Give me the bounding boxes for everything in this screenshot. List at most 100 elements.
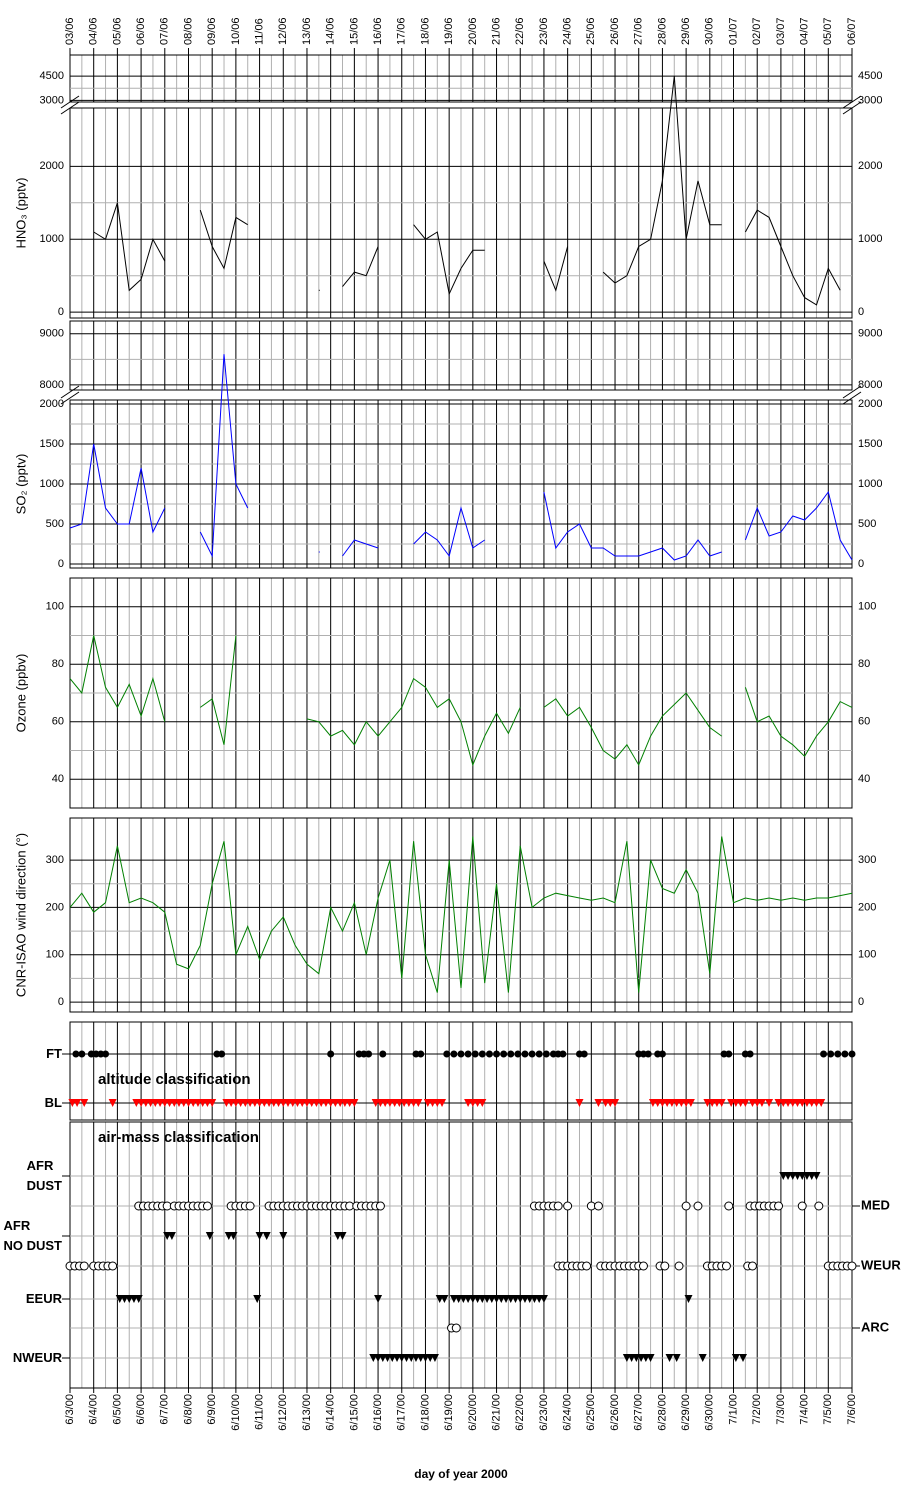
marker xyxy=(500,1050,508,1058)
marker xyxy=(542,1050,550,1058)
data-line xyxy=(306,677,521,767)
y-tick-label: 4500 xyxy=(40,70,64,82)
y-tick-label-right: 100 xyxy=(858,949,876,961)
axis-break xyxy=(842,101,862,115)
x-tick-label-top: 01/07 xyxy=(727,17,739,45)
marker xyxy=(681,1201,691,1211)
x-tick-label: 7/5/00 xyxy=(822,1394,834,1425)
x-tick-label-top: 09/06 xyxy=(206,17,218,45)
marker xyxy=(478,1050,486,1058)
marker xyxy=(721,1261,731,1271)
x-tick-label-top: 25/06 xyxy=(585,17,597,45)
x-tick-label: 6/17/00 xyxy=(396,1394,408,1431)
y-tick-label: 100 xyxy=(46,601,64,613)
row-label: AFR DUST xyxy=(26,1158,62,1193)
y-tick-label: 1500 xyxy=(40,438,64,450)
marker xyxy=(665,1354,674,1362)
marker xyxy=(660,1261,670,1271)
data-line xyxy=(543,692,722,767)
marker xyxy=(827,1050,835,1058)
axis-break xyxy=(842,385,862,399)
x-tick-label: 6/29/00 xyxy=(680,1394,692,1431)
marker xyxy=(580,1050,588,1058)
panel-title: altitude classification xyxy=(98,1071,251,1088)
marker xyxy=(202,1201,212,1211)
y-axis-label: Ozone (ppbv) xyxy=(13,654,28,733)
marker xyxy=(478,1099,487,1107)
y-tick-label: 3000 xyxy=(40,94,64,106)
x-tick-label: 6/13/00 xyxy=(301,1394,313,1431)
marker xyxy=(79,1261,89,1271)
x-tick-label: 6/28/00 xyxy=(656,1394,668,1431)
marker xyxy=(686,1099,695,1107)
y-tick-label: 500 xyxy=(46,518,64,530)
y-tick-label: 2000 xyxy=(40,398,64,410)
x-tick-label-top: 03/06 xyxy=(64,17,76,45)
marker xyxy=(812,1172,821,1180)
marker xyxy=(848,1050,856,1058)
marker xyxy=(102,1050,110,1058)
row-label: AFR NO DUST xyxy=(3,1218,63,1253)
y-tick-label-right: 80 xyxy=(858,658,870,670)
marker xyxy=(594,1099,603,1107)
x-tick-label: 6/27/00 xyxy=(633,1394,645,1431)
x-tick-label: 6/3/00 xyxy=(64,1394,76,1425)
axis-break xyxy=(60,391,80,405)
x-tick-label: 6/20/00 xyxy=(467,1394,479,1431)
x-tick-label: 6/18/00 xyxy=(419,1394,431,1431)
row-label: BL xyxy=(44,1095,62,1110)
x-tick-label: 6/6/00 xyxy=(135,1394,147,1425)
x-tick-label: 7/2/00 xyxy=(751,1394,763,1425)
marker xyxy=(539,1295,548,1303)
x-tick-label-top: 04/06 xyxy=(88,17,100,45)
y-tick-label-right: 8000 xyxy=(858,379,882,391)
x-tick-label: 6/11/00 xyxy=(253,1394,265,1430)
data-line xyxy=(199,209,248,270)
marker xyxy=(279,1232,288,1240)
marker xyxy=(78,1050,86,1058)
axis-break xyxy=(60,385,80,399)
y-tick-label-right: 0 xyxy=(858,558,864,570)
x-axis-label: day of year 2000 xyxy=(414,1467,508,1481)
row-label: FT xyxy=(46,1046,62,1061)
marker xyxy=(80,1099,89,1107)
row-label: EEUR xyxy=(25,1291,62,1306)
marker xyxy=(167,1232,176,1240)
x-tick-label-top: 19/06 xyxy=(443,17,455,45)
y-tick-label: 200 xyxy=(46,901,64,913)
marker xyxy=(521,1050,529,1058)
y-tick-label: 2000 xyxy=(40,160,64,172)
y-tick-label-right: 40 xyxy=(858,773,870,785)
row-label: ARC xyxy=(861,1319,890,1334)
y-tick-label-right: 1000 xyxy=(858,478,882,490)
marker xyxy=(638,1261,648,1271)
y-tick-label: 1000 xyxy=(40,233,64,245)
axis-break xyxy=(60,95,80,109)
x-tick-label: 6/23/00 xyxy=(538,1394,550,1431)
axis-break-gap xyxy=(60,103,80,107)
marker xyxy=(693,1201,703,1211)
y-tick-label-right: 500 xyxy=(858,518,876,530)
data-line xyxy=(744,687,853,758)
marker xyxy=(765,1099,774,1107)
y-tick-label-right: 2000 xyxy=(858,160,882,172)
panel-title: air-mass classification xyxy=(98,1129,259,1146)
marker xyxy=(684,1295,693,1303)
x-tick-label-top: 13/06 xyxy=(301,17,313,45)
marker xyxy=(450,1050,458,1058)
marker xyxy=(738,1354,747,1362)
row-label: WEUR xyxy=(861,1257,901,1272)
x-tick-label: 7/6/00 xyxy=(846,1394,858,1425)
data-line xyxy=(342,539,379,557)
data-line xyxy=(543,491,722,561)
marker xyxy=(724,1201,734,1211)
data-line xyxy=(744,209,841,306)
marker xyxy=(774,1201,784,1211)
marker xyxy=(593,1201,603,1211)
x-tick-label-top: 30/06 xyxy=(704,17,716,45)
marker xyxy=(644,1050,652,1058)
marker xyxy=(674,1261,684,1271)
y-axis-label: CNR-ISAO wind direction (°) xyxy=(13,833,28,997)
axis-break-gap xyxy=(842,391,862,399)
